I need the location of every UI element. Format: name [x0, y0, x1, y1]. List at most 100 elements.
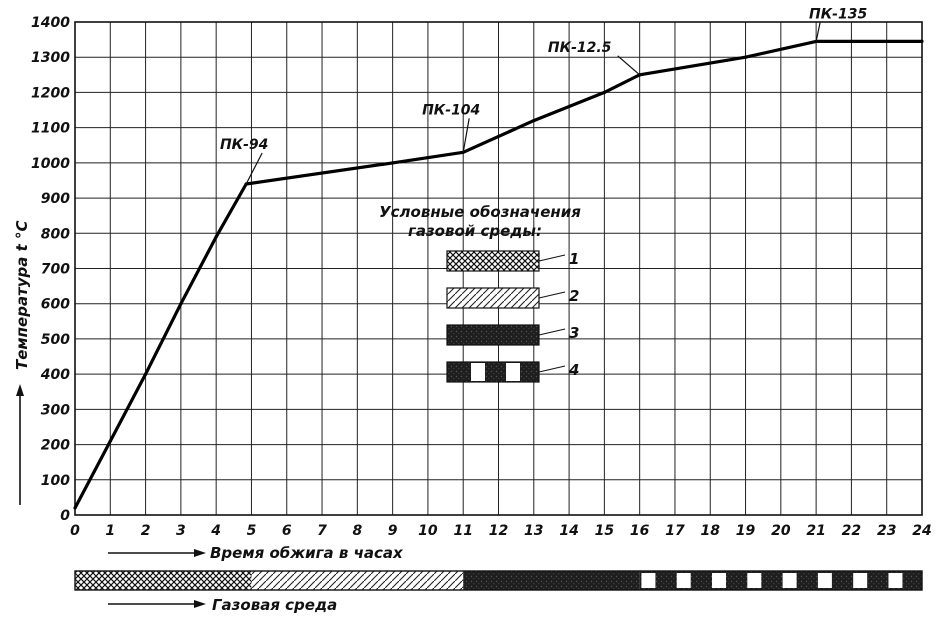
x-tick-label: 1 — [105, 523, 115, 539]
legend-leader — [538, 291, 566, 299]
gas-strip-frame — [74, 570, 923, 591]
x-tick-label: 15 — [595, 523, 615, 539]
gas-strip-label-group: Газовая среда — [108, 596, 337, 614]
y-axis-label-group: Температура t °C — [13, 220, 31, 505]
data-point — [391, 161, 395, 165]
x-tick-label: 12 — [489, 523, 508, 539]
annotation-label: ПК-94 — [220, 137, 268, 153]
y-tick-label: 100 — [41, 473, 70, 489]
x-tick-label: 5 — [247, 523, 257, 539]
x-tick-label: 19 — [736, 523, 756, 539]
gas-strip — [74, 570, 923, 591]
data-point — [73, 506, 77, 510]
series-line — [73, 39, 922, 509]
gas-strip-segment — [463, 571, 640, 590]
x-tick-label: 18 — [701, 523, 721, 539]
x-tick-label: 9 — [388, 523, 398, 539]
x-tick-label: 22 — [842, 523, 861, 539]
y-tick-label: 800 — [41, 226, 70, 242]
x-tick-label: 21 — [806, 523, 825, 539]
data-point — [108, 439, 112, 443]
gas-strip-segment — [251, 571, 464, 590]
y-tick-label: 200 — [41, 438, 70, 454]
data-point — [743, 55, 748, 59]
y-tick-label: 400 — [40, 367, 70, 383]
gas-strip-segment — [639, 571, 922, 590]
legend-swatch — [446, 287, 540, 309]
annotation-label: ПК-104 — [422, 102, 480, 118]
gas-strip-block — [676, 573, 691, 588]
data-point — [920, 39, 924, 43]
y-tick-label: 900 — [41, 191, 70, 207]
x-axis-label-group: Время обжига в часах — [108, 544, 404, 562]
legend-swatch — [446, 361, 540, 383]
legend-swatch-block — [471, 363, 485, 381]
annotation-leader — [617, 55, 641, 76]
y-tick-label: 300 — [41, 402, 70, 418]
x-tick-label: 20 — [771, 523, 791, 539]
y-tick-label: 1000 — [31, 156, 70, 172]
x-tick-label: 8 — [352, 523, 362, 539]
legend-title-line2: газовой среды: — [408, 222, 542, 240]
x-tick-label: 2 — [141, 523, 151, 539]
y-tick-label: 1400 — [31, 15, 70, 31]
y-tick-label: 600 — [41, 297, 70, 313]
legend-title-line1: Условные обозначения — [379, 203, 581, 221]
y-tick-label: 1300 — [31, 50, 70, 66]
x-tick-label: 24 — [912, 523, 931, 539]
x-tick-label: 0 — [70, 523, 80, 539]
gas-strip-block — [782, 573, 797, 588]
x-tick-label: 4 — [210, 523, 221, 539]
gas-strip-block — [817, 573, 832, 588]
gas-strip-block — [853, 573, 868, 588]
x-axis: 0 1 2 3 4 5 6 7 8 9 10 11 12 13 14 15 16 17 18 19 20 21 22 23 24 — [70, 523, 932, 539]
x-tick-label: 13 — [524, 523, 543, 539]
data-point — [602, 90, 606, 95]
x-tick-label: 14 — [559, 523, 578, 539]
gas-strip-block — [888, 573, 903, 588]
legend-items: 1 2 3 4 — [446, 250, 579, 383]
x-tick-label: 6 — [282, 523, 292, 539]
y-tick-label: 1200 — [31, 85, 70, 101]
annotation-label: ПК-135 — [809, 6, 867, 22]
annotation-label: ПК-12.5 — [548, 40, 612, 56]
y-tick-label: 0 — [60, 508, 70, 524]
data-point — [214, 235, 218, 239]
data-point — [143, 372, 148, 376]
y-axis-label: Температура t °C — [13, 220, 31, 370]
legend-label: 3 — [569, 324, 579, 342]
x-tick-label: 7 — [317, 523, 327, 539]
x-tick-label: 3 — [176, 523, 186, 539]
legend-swatch-block — [506, 363, 520, 381]
y-tick-label: 1100 — [31, 121, 70, 137]
x-tick-label: 17 — [665, 523, 685, 539]
data-series — [73, 39, 924, 510]
x-tick-label: 10 — [418, 523, 438, 539]
annotations: ПК-94 ПК-104 ПК-12.5 ПК-135 — [220, 6, 867, 185]
data-point — [179, 302, 183, 306]
legend-label: 1 — [569, 250, 579, 268]
x-tick-label: 16 — [630, 523, 650, 539]
x-tick-label: 11 — [453, 523, 472, 539]
legend-leader — [538, 254, 566, 262]
legend-leader — [538, 365, 566, 373]
plot-frame — [74, 21, 923, 516]
y-axis: 0 100 200 300 400 500 600 700 800 900 1000 1100 1200… — [31, 15, 70, 524]
gas-strip-block — [712, 573, 727, 588]
legend-swatch — [446, 324, 540, 346]
y-tick-label: 500 — [41, 332, 70, 348]
gas-strip-segment — [75, 571, 252, 590]
annotation-leader — [462, 118, 470, 153]
annotation-leader — [245, 152, 263, 185]
y-tick-label: 700 — [41, 262, 70, 278]
data-point — [532, 119, 536, 123]
annotation-leader — [815, 22, 821, 42]
legend-label: 2 — [569, 287, 579, 305]
gas-strip-label: Газовая среда — [212, 596, 337, 614]
legend-leader — [538, 328, 566, 336]
x-axis-label: Время обжига в часах — [210, 544, 404, 562]
legend-swatch — [446, 250, 540, 272]
x-tick-label: 23 — [877, 523, 896, 539]
gas-strip-block — [641, 573, 656, 588]
